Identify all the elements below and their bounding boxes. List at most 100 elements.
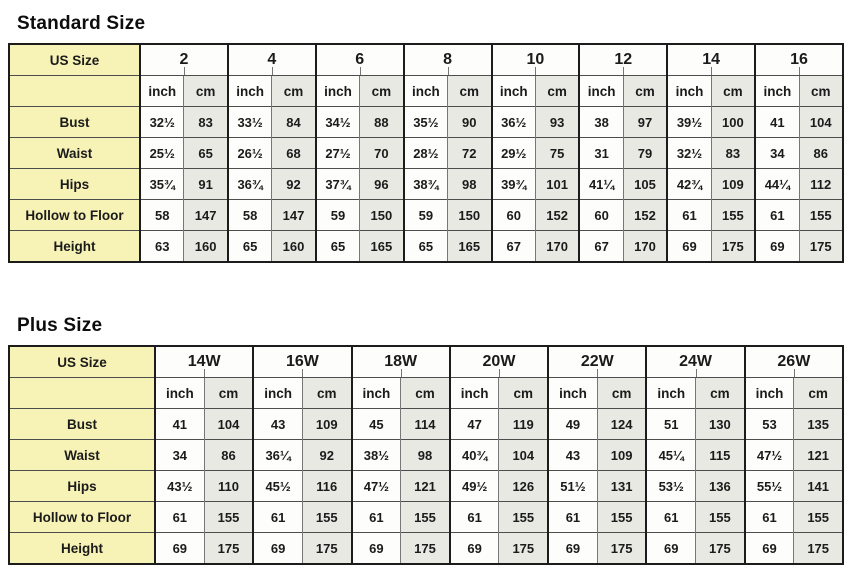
unit-header-inch: inch	[314, 75, 360, 107]
inch-value-cell: 49½	[448, 470, 499, 502]
cm-value-cell: 88	[359, 106, 404, 138]
measurement-row: Bust 41 104 43 109 45 114 47 119 49 124 51 130 53 135	[9, 408, 843, 440]
inch-value-cell: 39½	[666, 106, 712, 138]
cm-value-cell: 170	[622, 230, 668, 262]
inch-value-cell: 42¾	[666, 168, 712, 200]
plus-size-title: Plus Size	[17, 315, 103, 336]
cm-value-cell: 126	[498, 470, 549, 502]
inch-value-cell: 60	[490, 199, 536, 231]
cm-value-cell: 79	[622, 137, 668, 169]
inch-value-cell: 47½	[743, 439, 794, 471]
inch-value-cell: 35¾	[139, 168, 184, 200]
inch-value-cell: 69	[743, 532, 794, 564]
cm-value-cell: 75	[534, 137, 580, 169]
measurement-row-label: Height	[9, 532, 156, 564]
inch-value-cell: 29½	[490, 137, 536, 169]
inch-value-cell: 65	[402, 230, 448, 262]
inch-value-cell: 49	[547, 408, 598, 440]
cm-value-cell: 119	[498, 408, 549, 440]
measurement-row-label: Hollow to Floor	[9, 501, 156, 533]
cm-value-cell: 98	[400, 439, 450, 471]
cm-value-cell: 160	[183, 230, 228, 262]
unit-header-inch: inch	[402, 75, 448, 107]
cm-value-cell: 100	[710, 106, 756, 138]
unit-header-cm: cm	[271, 75, 316, 107]
size-column-header: 14	[666, 43, 756, 76]
cm-value-cell: 68	[271, 137, 316, 169]
inch-value-cell: 67	[578, 230, 624, 262]
inch-value-cell: 69	[754, 230, 800, 262]
unit-header-inch: inch	[578, 75, 624, 107]
inch-value-cell: 40¾	[448, 439, 499, 471]
measurement-row: Hips 35¾ 91 36¾ 92 37¾ 96 38¾ 98 39¾ 101 41¼ 105 42¾ 1…	[9, 168, 843, 200]
inch-value-cell: 32½	[139, 106, 184, 138]
unit-header-row: inch cm inch cm inch cm inch cm inch cm inch cm inch…	[9, 377, 843, 409]
inch-value-cell: 45¼	[645, 439, 696, 471]
inch-value-cell: 61	[252, 501, 303, 533]
inch-value-cell: 59	[402, 199, 448, 231]
cm-value-cell: 86	[798, 137, 843, 169]
cm-value-cell: 160	[271, 230, 316, 262]
standard-size-section: Standard Size US Size 2 4 6 8 10 12 14 16 inch cm i…	[8, 13, 844, 263]
unit-header-inch: inch	[743, 377, 794, 409]
unit-header-inch: inch	[252, 377, 303, 409]
cm-value-cell: 165	[447, 230, 492, 262]
inch-value-cell: 53	[743, 408, 794, 440]
cm-value-cell: 175	[710, 230, 756, 262]
cm-value-cell: 116	[301, 470, 352, 502]
corner-blank-cell	[9, 75, 141, 107]
inch-value-cell: 51½	[547, 470, 598, 502]
measurement-row-label: Height	[9, 230, 141, 262]
size-column-header: 8	[402, 43, 492, 76]
inch-value-cell: 69	[645, 532, 696, 564]
cm-value-cell: 83	[710, 137, 756, 169]
inch-value-cell: 25½	[139, 137, 184, 169]
standard-size-title: Standard Size	[17, 13, 146, 34]
inch-value-cell: 61	[350, 501, 401, 533]
unit-header-cm: cm	[798, 75, 843, 107]
inch-value-cell: 61	[153, 501, 205, 533]
measurement-row: Height 69 175 69 175 69 175 69 175 69 175 69 175 69 17…	[9, 532, 843, 564]
cm-value-cell: 70	[359, 137, 404, 169]
cm-value-cell: 155	[695, 501, 745, 533]
inch-value-cell: 61	[547, 501, 598, 533]
us-size-corner-label: US Size	[9, 345, 156, 378]
cm-value-cell: 130	[695, 408, 745, 440]
cm-value-cell: 109	[301, 408, 352, 440]
cm-value-cell: 175	[301, 532, 352, 564]
plus-size-table: US Size 14W 16W 18W 20W 22W 24W 26W inch cm inch cm…	[8, 345, 844, 565]
cm-value-cell: 136	[695, 470, 745, 502]
cm-value-cell: 155	[301, 501, 352, 533]
size-column-header: 12	[578, 43, 668, 76]
inch-value-cell: 41	[754, 106, 800, 138]
measurement-row-label: Waist	[9, 137, 141, 169]
cm-value-cell: 92	[301, 439, 352, 471]
inch-value-cell: 27½	[314, 137, 360, 169]
cm-value-cell: 175	[695, 532, 745, 564]
measurement-row-label: Waist	[9, 439, 156, 471]
cm-value-cell: 84	[271, 106, 316, 138]
cm-value-cell: 115	[695, 439, 745, 471]
cm-value-cell: 155	[400, 501, 450, 533]
cm-value-cell: 147	[183, 199, 228, 231]
cm-value-cell: 93	[534, 106, 580, 138]
unit-header-cm: cm	[498, 377, 549, 409]
cm-value-cell: 83	[183, 106, 228, 138]
inch-value-cell: 69	[666, 230, 712, 262]
cm-value-cell: 109	[596, 439, 647, 471]
measurement-row: Hollow to Floor 58 147 58 147 59 150 59 150 60 152…	[9, 199, 843, 231]
size-column-header: 14W	[153, 345, 254, 378]
inch-value-cell: 45	[350, 408, 401, 440]
inch-value-cell: 63	[139, 230, 184, 262]
measurement-row-label: Hips	[9, 470, 156, 502]
corner-blank-cell	[9, 377, 156, 409]
inch-value-cell: 69	[153, 532, 205, 564]
cm-value-cell: 121	[400, 470, 450, 502]
unit-header-inch: inch	[153, 377, 205, 409]
cm-value-cell: 175	[596, 532, 647, 564]
inch-value-cell: 38½	[350, 439, 401, 471]
cm-value-cell: 65	[183, 137, 228, 169]
size-header-row: US Size 14W 16W 18W 20W 22W 24W 26W	[9, 345, 843, 378]
inch-value-cell: 32½	[666, 137, 712, 169]
measurement-row-label: Bust	[9, 106, 141, 138]
